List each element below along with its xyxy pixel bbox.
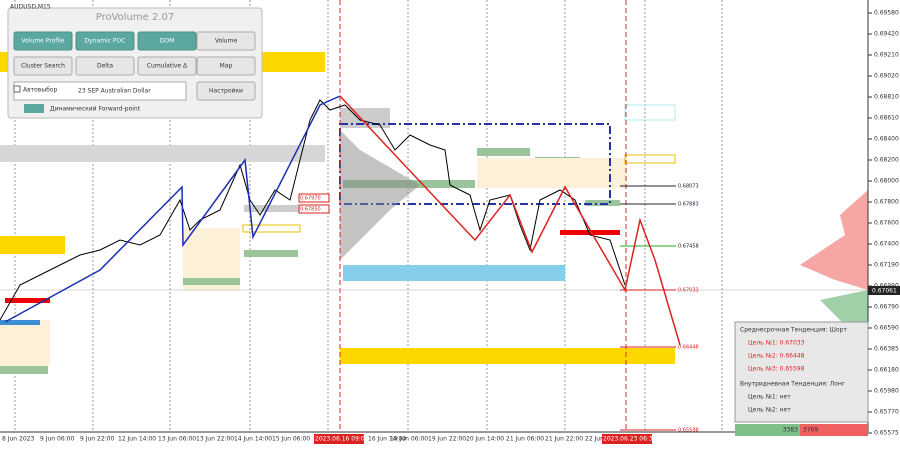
button-label: Dynamic POC [85, 38, 126, 45]
settings: Настройки [209, 88, 243, 95]
button[interactable] [196, 31, 256, 51]
price-label: 0.66590 [874, 325, 899, 332]
time-label: 13 Jun 22:00 [196, 436, 234, 443]
symbol: AUDUSD,M15 [10, 4, 51, 11]
price-label: 0.65575 [874, 430, 899, 437]
auto-select: Автовыбор [23, 87, 57, 94]
time-highlight [314, 434, 364, 444]
button-label: Cumulative Δ [147, 63, 188, 70]
button[interactable] [137, 56, 197, 76]
time-label: 19 Jun 22:00 [428, 436, 466, 443]
price-label: 0.69210 [874, 52, 899, 59]
price-label: 0.66790 [874, 304, 899, 311]
time-highlight [602, 434, 652, 444]
button-label: Cluster Search [21, 63, 65, 70]
button[interactable] [13, 56, 73, 76]
time-label: 21 Jun 06:00 [506, 436, 544, 443]
price-label: 0.67600 [874, 220, 899, 227]
button-label: Map [220, 63, 233, 70]
price-label: 0.69020 [874, 73, 899, 80]
target: Цель №1: 0.67033 [748, 340, 805, 347]
price-label: 0.65980 [874, 388, 899, 395]
price-series [0, 99, 626, 321]
target: Цель №1: нет [748, 394, 791, 401]
info-box [734, 321, 869, 423]
level-label: 0.67458 [678, 244, 699, 250]
price-label: 0.66180 [874, 367, 899, 374]
button[interactable] [75, 56, 135, 76]
forward-point: Динамический Forward-point [50, 106, 141, 113]
level-label: 0.67883 [678, 202, 699, 208]
price-label: 0.68400 [874, 136, 899, 143]
time-label: 14 Jun 14:00 [234, 436, 272, 443]
level-label: 0.67970 [300, 196, 321, 202]
level-label: 0.68073 [678, 184, 699, 190]
button[interactable] [75, 31, 135, 51]
time-label: 2023.06.23 06:30 [603, 436, 657, 443]
current-price: 0.67061 [872, 288, 897, 295]
price-label: 0.67800 [874, 199, 899, 206]
buy-bar [735, 424, 800, 436]
button-label: Volume [215, 38, 238, 45]
level-label: 0.67033 [678, 288, 699, 294]
time-label: 2023.06.16 09:00 [315, 436, 369, 443]
levels [620, 185, 676, 431]
target: Цель №2: 0.66448 [748, 353, 805, 360]
button-label: Volume Profile [22, 38, 65, 45]
button-label: DOM [160, 38, 175, 45]
time-label: 20 Jun 14:00 [466, 436, 504, 443]
panel-title: ProVolume 2.07 [96, 12, 175, 23]
time-label: 15 Jun 06:00 [272, 436, 310, 443]
price-label: 0.65770 [874, 409, 899, 416]
target: Цель №3: 0.65598 [748, 366, 805, 373]
wave [339, 95, 681, 346]
price-label: 0.67190 [874, 262, 899, 269]
time-label: 16 Jun 14:00 [368, 436, 406, 443]
instrument: 23 SEP Australian Dollar [78, 88, 151, 95]
checkbox[interactable] [13, 85, 21, 93]
price-label: 0.68810 [874, 94, 899, 101]
price-label: 0.68000 [874, 178, 899, 185]
toggle[interactable] [24, 104, 44, 113]
time-label: 9 Jun 06:00 [40, 436, 74, 443]
sell: 3769 [803, 427, 818, 434]
price-label: 0.68610 [874, 115, 899, 122]
wave [4, 95, 341, 323]
settings-button[interactable] [196, 81, 256, 101]
intraday-trend: Внутридневная Тенденция: Лонг [740, 381, 845, 388]
price-label: 0.69420 [874, 31, 899, 38]
price-label: 0.68200 [874, 157, 899, 164]
level-label: 0.65598 [678, 428, 699, 434]
level-box [298, 204, 330, 214]
button[interactable] [137, 31, 197, 51]
price-label: 0.66385 [874, 346, 899, 353]
time-label: 9 Jun 22:00 [80, 436, 114, 443]
button[interactable] [196, 56, 256, 76]
time-label: 19 Jun 06:00 [390, 436, 428, 443]
time-label: 21 Jun 22:00 [545, 436, 583, 443]
time-label: 8 Jun 2023 [2, 436, 34, 443]
level-label: 0.67850 [300, 207, 321, 213]
target: Цель №2: нет [748, 407, 791, 414]
current-price-box [868, 286, 900, 295]
sell-bar [800, 424, 868, 436]
button-label: Delta [97, 63, 113, 70]
price-label: 0.67400 [874, 241, 899, 248]
level-label: 0.66448 [678, 345, 699, 351]
time-label: 13 Jun 06:00 [158, 436, 196, 443]
buy: 3383 [783, 427, 798, 434]
price-label: 0.66990 [874, 283, 899, 290]
time-label: 12 Jun 14:00 [118, 436, 156, 443]
mid-trend: Среднесрочная Тенденция: Шорт [740, 327, 847, 334]
level-box [298, 193, 330, 203]
button[interactable] [13, 31, 73, 51]
price-label: 0.69580 [874, 10, 899, 17]
